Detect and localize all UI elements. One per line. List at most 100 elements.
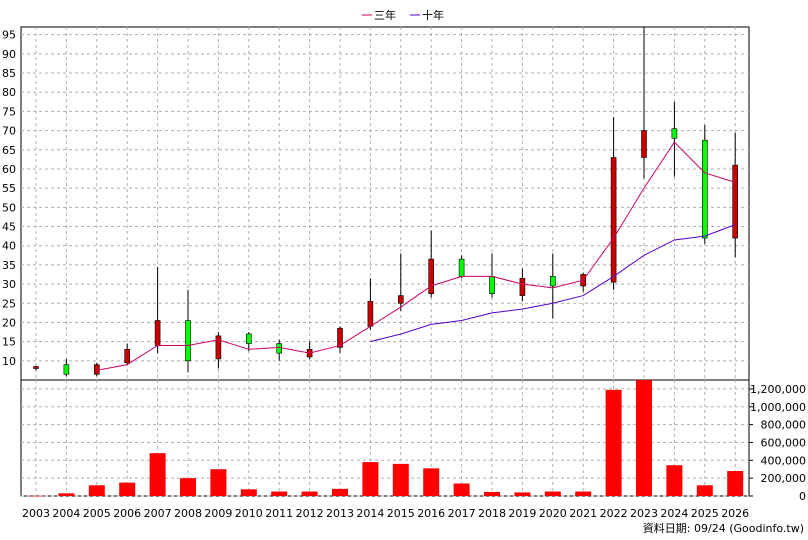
price-tick-label: 15 [2,336,16,349]
candle-body [246,333,252,344]
year-tick-label: 2008 [174,507,202,520]
ma-line [96,141,736,371]
price-tick-label: 90 [2,48,16,61]
candle-body [276,343,283,354]
price-tick-label: 35 [2,259,16,272]
volume-bar [514,492,531,496]
price-plot-area [20,26,750,381]
volume-bar [119,482,136,496]
year-axis: 2003 2004 2005 2006 2007 2008 2009 2010 2011 2012… [22,507,749,520]
candle-body [337,327,343,348]
year-tick-label: 2005 [83,507,111,520]
year-tick-label: 2013 [326,507,354,520]
year-tick-label: 2021 [569,507,597,520]
footer-note: 資料日期: 09/24 (Goodinfo.tw) [643,521,804,535]
moving-average-lines [96,141,736,371]
volume-bar [149,453,166,496]
price-axis: 10 15 20 25 30 35 40 45 50 55 60 65 70 75 80 85 90 95 [2,29,16,368]
volume-tick-label: 400,000 [761,454,807,467]
volume-plot-area [20,379,750,497]
year-tick-label: 2019 [508,507,536,520]
candle-body [549,276,556,287]
volume-bar [180,478,196,496]
price-tick-label: 25 [2,297,16,310]
candle-body [397,295,404,304]
volume-bar [28,495,44,497]
candle-body [701,139,708,239]
candle-body [610,157,617,283]
volume-bar [271,491,288,496]
price-tick-label: 50 [2,201,16,214]
volume-tick-label: 800,000 [761,419,807,432]
volume-tick-label: 200,000 [761,472,807,485]
price-tick-label: 75 [2,105,16,118]
volume-axis: 0 200,000 400,000 600,000 800,000 1,000,000 1,… [749,383,806,503]
year-tick-label: 2011 [265,507,293,520]
year-tick-label: 2017 [448,507,476,520]
candle-body [367,301,374,327]
volume-bar [210,469,227,496]
candle-body [215,335,222,360]
year-tick-label: 2004 [52,507,80,520]
price-tick-label: 70 [2,125,16,138]
year-tick-label: 2018 [478,507,506,520]
volume-bar [362,462,379,496]
candle-body [641,130,647,158]
year-tick-label: 2016 [417,507,445,520]
price-tick-label: 20 [2,316,16,329]
volume-bar [301,491,318,496]
year-tick-label: 2023 [630,507,658,520]
year-tick-label: 2006 [113,507,141,520]
volume-bar [727,471,744,496]
legend-label-10y: 十年 [422,8,444,22]
year-tick-label: 2015 [387,507,415,520]
volume-bar [636,380,652,496]
candle-body [63,364,70,375]
price-tick-label: 10 [2,355,16,368]
price-tick-label: 65 [2,144,16,157]
price-tick-label: 85 [2,67,16,80]
volume-bar [544,491,561,496]
price-tick-label: 95 [2,29,16,42]
year-tick-label: 2003 [22,507,50,520]
candle-body [124,349,130,364]
candle-body [185,320,191,362]
price-tick-label: 80 [2,86,16,99]
volume-bar [696,485,713,496]
year-tick-label: 2025 [691,507,719,520]
volume-bars [28,380,744,497]
year-tick-label: 2026 [721,507,749,520]
volume-bar [392,463,409,496]
candle-body [33,366,39,369]
candle-body [489,276,495,294]
year-tick-label: 2007 [144,507,172,520]
year-tick-label: 2012 [296,507,324,520]
year-tick-label: 2010 [235,507,263,520]
candles [33,27,739,377]
legend-label-3y: 三年 [374,8,396,22]
candle-body [671,128,678,139]
volume-tick-label: 1,000,000 [750,401,806,414]
volume-tick-label: 0 [799,490,806,503]
candle-body [154,320,161,346]
price-tick-label: 60 [2,163,16,176]
volume-bar [575,491,592,496]
volume-bar [332,488,348,496]
volume-bar [423,468,440,496]
price-tick-label: 40 [2,240,16,253]
volume-bar [666,465,683,496]
candle-body [732,164,739,239]
price-tick-label: 45 [2,221,16,234]
ma-line [370,224,736,343]
price-tick-label: 30 [2,278,16,291]
volume-bar [453,483,470,496]
year-tick-label: 2014 [356,507,384,520]
year-tick-label: 2009 [204,507,232,520]
candle-body [458,258,465,277]
price-tick-label: 55 [2,182,16,195]
volume-bar [484,491,500,496]
volume-bar [605,389,622,496]
candle-body [519,278,526,296]
volume-tick-label: 1,200,000 [750,383,806,396]
